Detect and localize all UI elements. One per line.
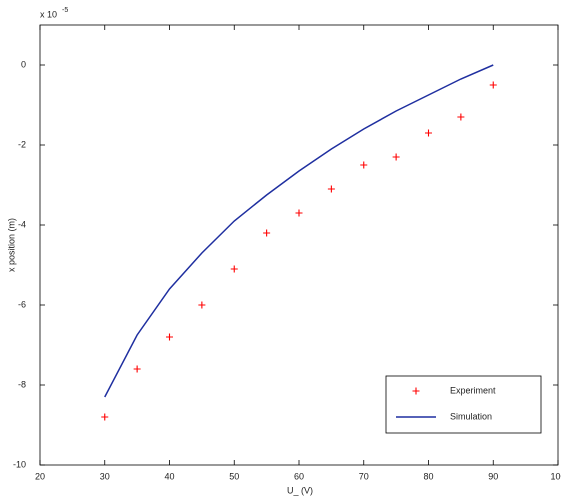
experiment-point xyxy=(392,153,400,161)
exponent-power: -5 xyxy=(62,7,68,14)
y-tick-label: -6 xyxy=(18,299,26,309)
experiment-point xyxy=(230,265,238,273)
experiment-point xyxy=(166,333,173,341)
experiment-point xyxy=(457,113,465,121)
experiment-point xyxy=(101,413,109,421)
legend-box xyxy=(385,375,542,434)
experiment-point xyxy=(425,129,432,137)
y-tick-label: -8 xyxy=(18,379,26,389)
experiment-point xyxy=(133,365,141,373)
experiment-point xyxy=(263,229,271,237)
experiment-point xyxy=(198,301,206,309)
experiment-point xyxy=(360,161,368,169)
x-tick-label: 20 xyxy=(35,471,45,481)
y-tick-label: -2 xyxy=(18,139,26,149)
y-tick-label: -4 xyxy=(18,219,26,229)
experiment-point xyxy=(295,209,303,217)
legend-label: Simulation xyxy=(450,411,492,421)
x-tick-label: 80 xyxy=(423,471,433,481)
legend-label: Experiment xyxy=(450,385,496,395)
x-tick-label: 90 xyxy=(488,471,498,481)
x-tick-label: 70 xyxy=(359,471,369,481)
x-tick-label: 50 xyxy=(229,471,239,481)
y-tick-label: 0 xyxy=(21,59,26,69)
x-tick-label: 40 xyxy=(164,471,174,481)
x-tick-label: 100 xyxy=(550,471,561,481)
y-tick-label: -10 xyxy=(13,459,26,469)
simulation-line xyxy=(104,64,494,398)
x-tick-label: 60 xyxy=(294,471,304,481)
experiment-point xyxy=(327,185,335,193)
y-axis-label: x position (m) xyxy=(6,218,16,272)
legend-symbol xyxy=(412,387,420,395)
exponent-base: x 10 xyxy=(40,9,57,19)
experiment-point xyxy=(489,81,497,89)
x-tick-label: 30 xyxy=(100,471,110,481)
x-axis-label: U_ (V) xyxy=(287,485,313,495)
